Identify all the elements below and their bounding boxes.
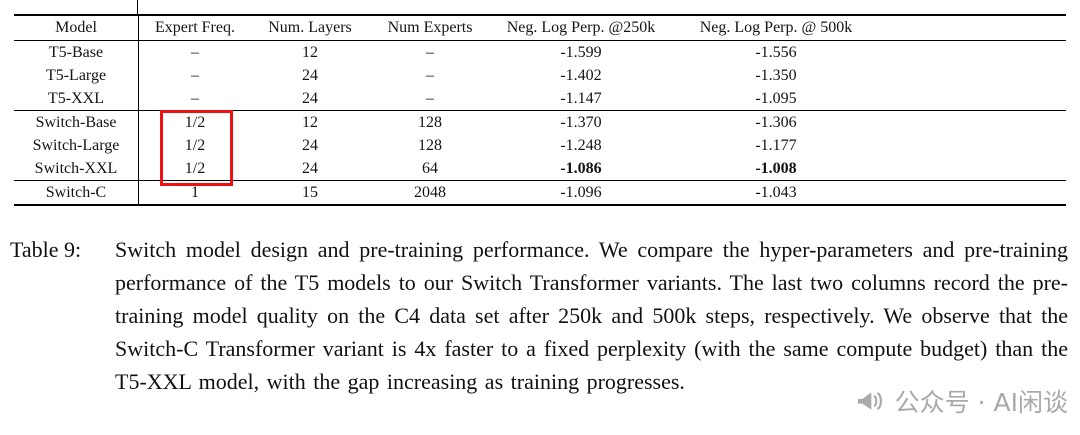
filler-cell	[881, 87, 1066, 111]
value-cell: -1.008	[755, 160, 797, 177]
column-header: Neg. Log Perp. @250k	[491, 15, 671, 41]
value-cell: -1.370	[491, 110, 671, 134]
table-row: Switch-Base 1/2 12 128 -1.370 -1.306	[14, 110, 1066, 134]
table-row: Switch-XXL 1/2 24 64 -1.086 -1.008	[14, 157, 1066, 181]
value-cell: -1.095	[755, 90, 797, 107]
value-cell: -1.043	[671, 180, 881, 205]
value-cell: 128	[369, 110, 491, 134]
value-cell: 12	[302, 44, 318, 61]
table-row: T5-XXL – 24 – -1.147 -1.095	[14, 87, 1066, 111]
column-header: Num Experts	[369, 15, 491, 41]
value-cell: –	[426, 44, 434, 61]
model-cell: T5-XXL	[14, 87, 139, 111]
filler-cell	[881, 41, 1066, 65]
model-cell: Switch-Large	[14, 134, 139, 157]
value-cell: -1.350	[755, 67, 797, 84]
value-cell: -1.147	[560, 90, 602, 107]
table-row: Switch-C 1 15 2048 -1.096 -1.043	[14, 180, 1066, 205]
filler-cell	[881, 64, 1066, 87]
value-cell: 15	[251, 180, 369, 205]
filler-cell	[881, 110, 1066, 134]
value-cell: 24	[302, 67, 318, 84]
column-header: Model	[14, 15, 139, 41]
value-cell: 1/2	[184, 137, 206, 154]
value-cell: 2048	[369, 180, 491, 205]
value-cell: -1.177	[755, 137, 797, 154]
value-cell: 128	[418, 137, 442, 154]
filler-cell	[881, 180, 1066, 205]
header-row: Model Expert Freq. Num. Layers Num Experts N…	[14, 15, 1066, 41]
model-cell: Switch-Base	[14, 110, 139, 134]
value-cell: 1/2	[138, 110, 251, 134]
table-body: T5-Base – 12 – -1.599 -1.556 T5-Large – 24 – -1.40…	[14, 40, 1066, 205]
value-cell: –	[426, 67, 434, 84]
value-cell: -1.599	[560, 44, 602, 61]
value-cell: 12	[251, 110, 369, 134]
model-cell: Switch-XXL	[14, 157, 139, 181]
table-caption: Table 9: Switch model design and pre-tra…	[10, 233, 1068, 398]
column-header: Neg. Log Perp. @ 500k	[671, 15, 881, 41]
model-cell: T5-Base	[14, 40, 139, 64]
value-cell: -1.096	[491, 180, 671, 205]
value-cell: -1.248	[560, 137, 602, 154]
value-cell: 1	[138, 180, 251, 205]
value-cell: –	[191, 67, 199, 84]
caption-text: Switch model design and pre-training per…	[115, 237, 1068, 394]
value-cell: 64	[422, 160, 438, 177]
value-cell: -1.306	[671, 110, 881, 134]
value-cell: –	[426, 90, 434, 107]
filler-cell	[881, 157, 1066, 181]
filler-cell	[881, 134, 1066, 157]
column-header: Num. Layers	[251, 15, 369, 41]
value-cell: 24	[302, 137, 318, 154]
filler-cell	[881, 15, 1066, 41]
table-row: T5-Base – 12 – -1.599 -1.556	[14, 40, 1066, 65]
column-rule-tick	[137, 0, 138, 16]
value-cell: -1.086	[560, 160, 602, 177]
value-cell: 24	[302, 160, 318, 177]
column-header: Expert Freq.	[138, 15, 251, 41]
table-row: Switch-Large 1/2 24 128 -1.248 -1.177	[14, 134, 1066, 157]
model-cell: Switch-C	[14, 180, 139, 205]
value-cell: 24	[302, 90, 318, 107]
table-header: Model Expert Freq. Num. Layers Num Experts N…	[14, 15, 1066, 41]
value-cell: –	[191, 44, 199, 61]
caption-label: Table 9:	[10, 237, 82, 262]
value-cell: -1.556	[755, 44, 797, 61]
results-table: Model Expert Freq. Num. Layers Num Experts N…	[14, 14, 1066, 206]
model-cell: T5-Large	[14, 64, 139, 87]
value-cell: 1/2	[184, 160, 206, 177]
table-row: T5-Large – 24 – -1.402 -1.350	[14, 64, 1066, 87]
value-cell: -1.402	[560, 67, 602, 84]
value-cell: –	[191, 90, 199, 107]
